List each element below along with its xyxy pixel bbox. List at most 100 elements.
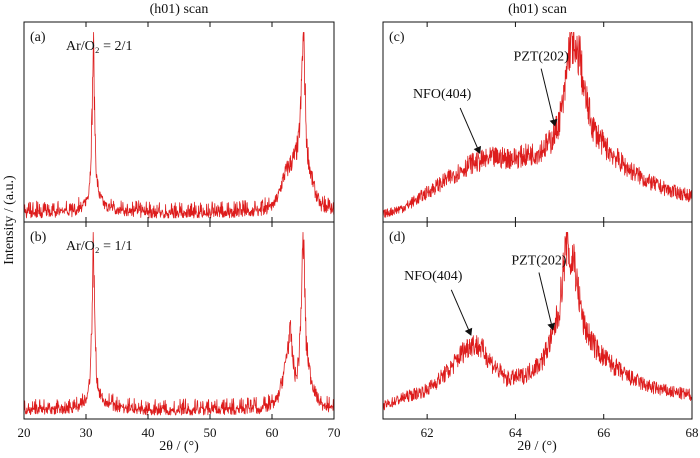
data-point-a	[99, 196, 100, 197]
data-point-c	[449, 177, 450, 178]
data-point-b	[304, 262, 305, 263]
annotation-arrow-c	[540, 68, 555, 120]
annotation-arrow-d	[450, 289, 469, 330]
x-tick-label-b: 60	[266, 425, 279, 440]
data-point-a	[304, 81, 305, 82]
annotation-arrowhead-d	[464, 327, 473, 336]
data-point-c	[669, 190, 670, 191]
series-line-d	[382, 232, 693, 411]
data-point-b	[116, 407, 117, 408]
peak-label-c: NFO(404)	[413, 87, 472, 102]
x-tick-label-d: 64	[509, 425, 523, 440]
data-point-b	[96, 375, 97, 376]
data-point-d	[570, 268, 571, 269]
column-title-c: (h01) scan	[508, 2, 567, 17]
x-tick-label-d: 66	[597, 425, 611, 440]
x-tick-label-b: 50	[204, 425, 217, 440]
data-point-d	[552, 334, 553, 335]
annotation-arrowhead-c	[473, 145, 481, 154]
data-point-d	[583, 325, 584, 326]
x-tick-label-b: 30	[80, 425, 93, 440]
panel-frame-b	[23, 221, 335, 420]
data-point-a	[259, 212, 260, 213]
data-point-b	[99, 393, 100, 394]
data-point-b	[293, 361, 294, 362]
data-point-c	[405, 207, 406, 208]
x-tick-label-d: 62	[421, 425, 434, 440]
data-point-b	[278, 397, 279, 398]
data-point-b	[93, 235, 94, 236]
data-point-c	[574, 61, 575, 62]
data-point-a	[209, 214, 210, 215]
data-point-d	[506, 379, 507, 380]
data-point-a	[310, 172, 311, 173]
data-point-b	[296, 379, 297, 380]
data-point-a	[90, 172, 91, 173]
data-point-c	[550, 141, 551, 142]
data-point-b	[82, 404, 83, 405]
data-point-a	[92, 108, 93, 109]
data-point-b	[259, 409, 260, 410]
data-point-d	[449, 370, 450, 371]
data-point-b	[299, 352, 300, 353]
x-tick-label-b: 20	[18, 425, 31, 440]
data-point-c	[583, 90, 584, 91]
data-point-a	[147, 214, 148, 215]
panel-label-b: (b)	[30, 230, 47, 245]
data-point-c	[471, 163, 472, 164]
y-axis-label: Intensity / (a.u.)	[2, 175, 17, 265]
data-point-a	[278, 196, 279, 197]
data-point-b	[209, 411, 210, 412]
data-point-c	[579, 50, 580, 51]
data-point-b	[87, 393, 88, 394]
data-point-a	[271, 207, 272, 208]
data-point-a	[104, 205, 105, 206]
data-point-c	[571, 35, 572, 36]
data-point-c	[563, 99, 564, 100]
data-point-b	[310, 375, 311, 376]
data-point-a	[93, 35, 94, 36]
data-point-a	[302, 54, 303, 55]
condition-annotation-b: Ar/O₂ = 1/1	[66, 239, 132, 254]
data-point-b	[284, 370, 285, 371]
data-point-d	[647, 386, 648, 387]
data-point-d	[524, 375, 525, 376]
data-point-d	[480, 346, 481, 347]
x-tick-label-b: 70	[328, 425, 341, 440]
data-point-a	[295, 154, 296, 155]
data-point-a	[321, 207, 322, 208]
data-point-b	[321, 406, 322, 407]
data-point-b	[90, 370, 91, 371]
data-point-b	[147, 411, 148, 412]
data-point-c	[557, 126, 558, 127]
annotation-arrow-c	[459, 107, 478, 148]
data-point-b	[73, 409, 74, 410]
data-point-d	[594, 346, 595, 347]
data-point-b	[315, 393, 316, 394]
peak-label-c: PZT(202)	[514, 50, 570, 65]
data-point-b	[94, 316, 95, 317]
data-point-c	[427, 192, 428, 193]
data-point-d	[559, 307, 560, 308]
data-point-b	[288, 343, 289, 344]
peak-label-d: PZT(202)	[511, 253, 567, 268]
annotation-arrowhead-c	[549, 118, 558, 127]
peak-label-d: NFO(404)	[404, 269, 463, 284]
data-point-a	[303, 35, 304, 36]
x-tick-label-b: 40	[142, 425, 155, 440]
frames-layer	[23, 21, 693, 420]
data-point-c	[647, 181, 648, 182]
data-point-a	[290, 163, 291, 164]
data-point-b	[104, 402, 105, 403]
x-tick-label-d: 68	[686, 425, 699, 440]
data-point-d	[573, 253, 574, 254]
data-point-b	[92, 307, 93, 308]
data-point-d	[427, 389, 428, 390]
column-title-a: (h01) scan	[150, 2, 209, 17]
data-point-a	[94, 117, 95, 118]
annotation-arrow-d	[538, 272, 552, 324]
data-point-b	[301, 289, 302, 290]
data-point-a	[315, 192, 316, 193]
series-line-b	[23, 232, 335, 416]
data-point-a	[306, 145, 307, 146]
